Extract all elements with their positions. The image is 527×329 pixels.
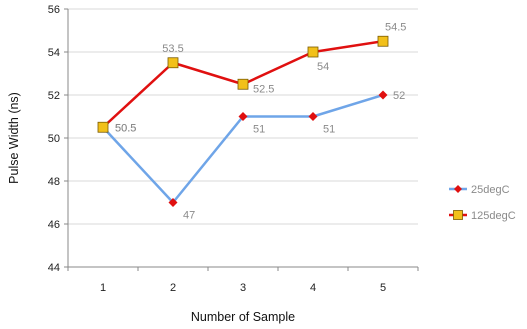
data-label: 50.5: [115, 122, 136, 134]
x-tick-label: 4: [310, 282, 316, 294]
x-tick-label: 1: [100, 282, 106, 294]
y-tick-label: 50: [48, 133, 60, 145]
legend: 25degC 125degC: [449, 184, 516, 222]
y-tick-label: 56: [48, 4, 60, 16]
data-label: 54.5: [385, 21, 406, 33]
data-point-diamond: [308, 112, 318, 121]
data-point-square: [167, 57, 179, 69]
data-point-diamond: [378, 90, 388, 100]
data-point-diamond: [168, 198, 178, 207]
legend-item-125degC: 125degC: [449, 210, 516, 222]
y-tick-label: 44: [48, 262, 60, 274]
data-label: 52: [393, 90, 405, 102]
legend-square-marker-icon: [453, 210, 463, 220]
series-line-25degC: [102, 93, 384, 204]
x-tick-label: 5: [380, 282, 386, 294]
data-label: 52.5: [253, 83, 274, 95]
data-label: 53.5: [162, 43, 183, 55]
legend-label: 25degC: [471, 184, 510, 196]
data-label: 47: [183, 210, 195, 222]
data-point-square: [307, 46, 319, 58]
x-axis-title: Number of Sample: [191, 310, 295, 324]
y-tick-label: 52: [48, 90, 60, 102]
data-point-square: [237, 78, 249, 90]
y-tick-label: 46: [48, 219, 60, 231]
data-label: 51: [253, 124, 265, 136]
data-label: 51: [323, 124, 335, 136]
y-tick-label: 48: [48, 176, 60, 188]
y-tick-labels: 44 46 48 50 52 54 56: [48, 4, 68, 274]
grid-lines: [68, 8, 418, 225]
y-tick-label: 54: [48, 47, 60, 59]
series-25degC: [102, 93, 384, 204]
y-axis-title: Pulse Width (ns): [7, 92, 21, 184]
legend-diamond-marker-icon: [454, 185, 462, 193]
data-label: 50.5: [115, 122, 136, 134]
data-point-square: [97, 121, 109, 133]
x-tick-labels: 1 2 3 4 5: [67, 267, 419, 294]
data-point-diamond: [238, 112, 248, 121]
x-tick-label: 2: [170, 282, 176, 294]
data-label: 54: [317, 61, 329, 73]
legend-item-25degC: 25degC: [449, 184, 510, 196]
x-tick-label: 3: [240, 282, 246, 294]
data-point-square: [377, 35, 389, 47]
markers-125degC: [97, 35, 389, 133]
legend-label: 125degC: [471, 210, 516, 222]
